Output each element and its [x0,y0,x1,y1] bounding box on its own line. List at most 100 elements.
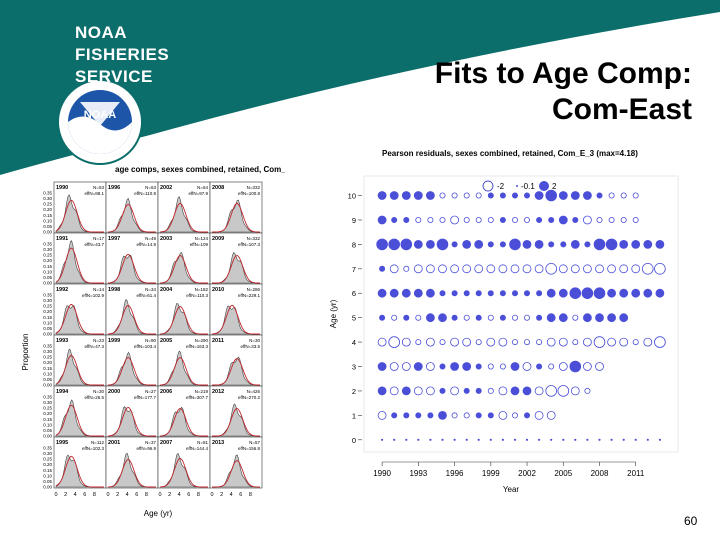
residual-bubble-positive [427,412,434,419]
panel-n-label: N=112 [91,440,105,445]
residual-bubble-negative [522,264,532,274]
residual-bubble-positive [643,288,653,298]
panel-n-label: N=124 [195,236,209,241]
residual-bubble-positive [522,240,532,249]
residual-bubble-positive [546,313,556,323]
residual-bubble-negative [511,314,518,321]
expected-line [108,406,156,437]
residual-bubble-positive [550,438,553,441]
residual-bubble-positive [548,217,555,224]
residual-bubble-negative [377,337,387,347]
y-tick-label: 0.10 [43,218,52,223]
panel-year-label: 2006 [160,389,172,395]
residual-bubble-positive [545,189,558,202]
legend-small-marker [516,185,518,187]
panel-n-label: N=90 [145,338,156,343]
residual-bubble-positive [413,191,423,200]
y-tick-label: 0.30 [43,400,52,405]
expected-line [55,455,104,488]
residual-bubble-positive [646,438,649,441]
y-tick-label: 1 [352,411,356,420]
residual-bubble-positive [499,290,506,297]
expected-line [160,457,208,488]
y-tick-label: 0.35 [43,344,52,349]
residual-bubble-negative [499,363,506,370]
residual-bubble-negative [463,192,470,199]
panel-year-label: 1991 [56,236,68,242]
residual-bubble-positive [463,387,470,394]
panel-effn-label: effN=102.3 [82,446,105,451]
residual-bubble-negative [426,386,435,396]
org-name-line-3: SERVICE [75,67,153,86]
residual-bubble-positive [511,290,518,297]
residual-bubble-negative [486,264,496,274]
panel-year-label: 2005 [160,338,172,344]
slide-title-line-2: Com-East [551,93,692,126]
x-tick-label: 2008 [591,469,609,478]
x-tick-label: 1990 [373,469,391,478]
residual-bubble-negative [413,386,423,396]
residual-bubble-negative [545,263,558,275]
expected-line [108,357,156,386]
y-tick-label: 0.00 [43,281,52,286]
y-tick-label: 0.35 [43,395,52,400]
residual-bubble-negative [511,412,518,419]
residual-bubble-positive [562,438,565,441]
residual-bubble-positive [634,438,637,441]
residual-bubble-positive [569,360,582,373]
expected-line [108,304,156,335]
residual-bubble-positive [631,288,641,298]
residual-bubble-negative [632,217,639,224]
residual-bubble-positive [475,314,482,321]
panel-year-label: 2012 [212,389,224,395]
x-tick-label: 6 [135,492,138,498]
y-tick-label: 0.30 [43,298,52,303]
residual-bubble-negative [450,337,460,347]
residual-bubble-negative [654,263,666,275]
residual-bubble-positive [643,240,653,249]
right-chart-ylabel: Age (yr) [329,299,338,328]
residual-bubble-positive [377,215,387,225]
y-tick-label: 0.10 [43,320,52,325]
residual-bubble-negative [582,215,592,225]
x-tick-label: 4 [230,492,233,498]
y-tick-label: 0.00 [43,383,52,388]
residual-bubble-negative [475,339,482,346]
residual-bubble-positive [605,238,618,251]
expected-line [55,354,104,386]
y-tick-label: 0.30 [43,247,52,252]
y-tick-label: 0.25 [43,253,52,258]
expected-line [55,303,104,335]
y-tick-label: 0.15 [43,264,52,269]
residual-bubble-negative [558,362,568,371]
residual-bubble-negative [438,264,447,274]
expected-line [160,202,208,233]
y-tick-label: 0.30 [43,451,52,456]
panel-year-label: 2001 [108,440,120,446]
x-tick-label: 6 [187,492,190,498]
residual-bubble-negative [557,385,570,397]
org-name-line-2: FISHERIES [75,45,170,64]
panel-year-label: 2011 [212,338,224,344]
residual-bubble-positive [401,288,411,298]
y-tick-label: 0.15 [43,417,52,422]
y-tick-label: 0.10 [43,269,52,274]
y-tick-label: 0.25 [43,304,52,309]
expected-line [108,204,156,233]
residual-bubble-positive [586,438,589,441]
x-tick-label: 1996 [446,469,464,478]
x-tick-label: 8 [249,492,252,498]
residual-bubble-negative [463,314,470,321]
panel-year-label: 2008 [212,185,224,191]
panel-year-label: 2002 [160,185,172,191]
residual-bubble-negative [498,410,508,420]
panel-effn-label: effN=103.4 [134,344,157,349]
panel-n-label: N=81 [197,440,208,445]
x-tick-label: 0 [106,492,109,498]
x-tick-label: 1993 [409,469,427,478]
panel-n-label: N=286 [247,287,261,292]
residual-bubble-positive [377,386,387,396]
